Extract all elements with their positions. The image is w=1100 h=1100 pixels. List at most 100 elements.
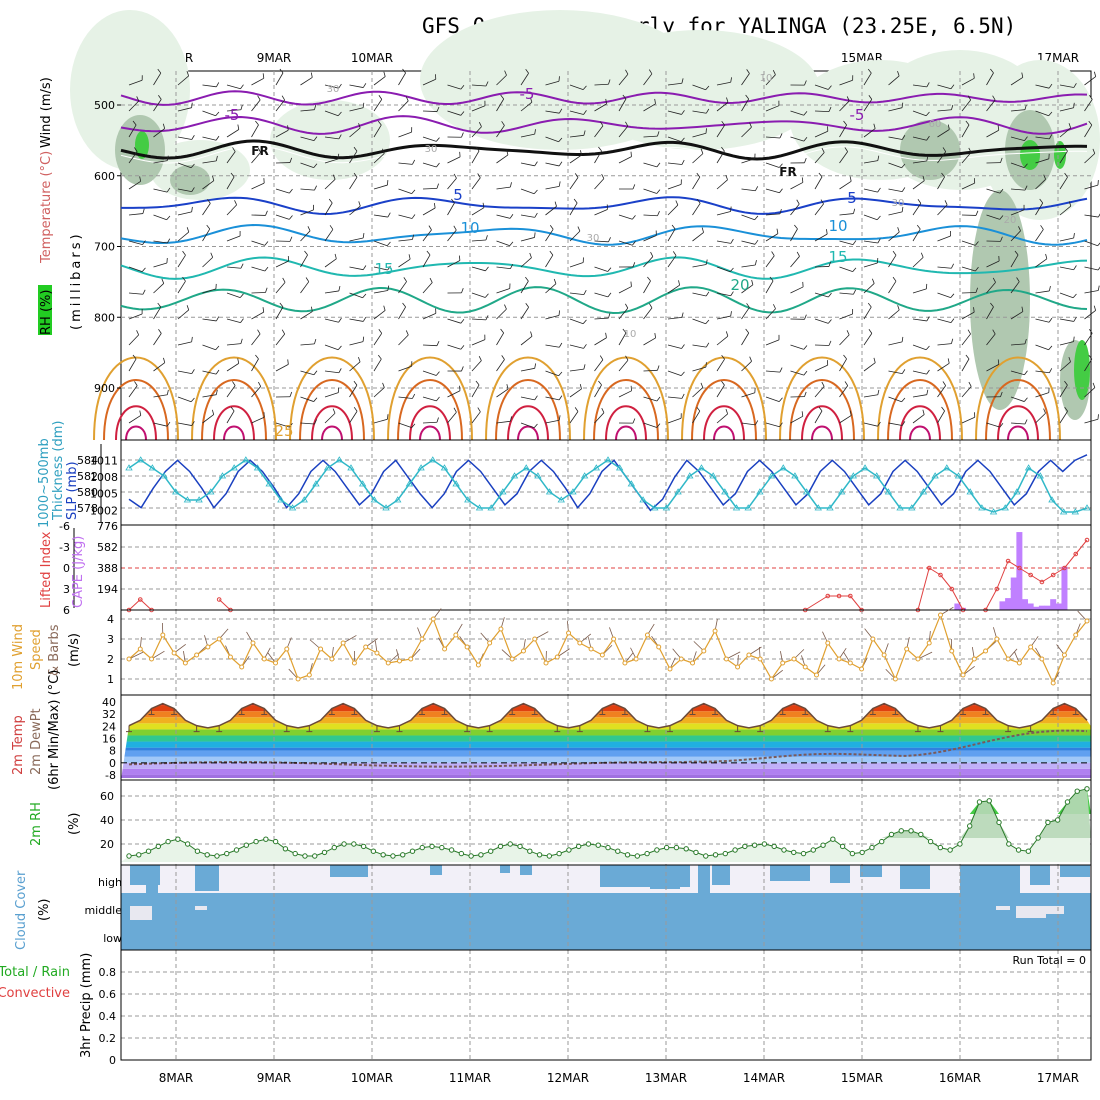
wind-barb-flag (191, 369, 195, 374)
wind-barb-flag (730, 291, 734, 296)
run-total-label: Run Total = 0 (1013, 954, 1087, 967)
wind-barb-flag (279, 302, 284, 308)
wind-barb-flag (281, 329, 286, 335)
wind-barb (447, 344, 461, 350)
wind-barb-flag (136, 96, 140, 102)
wind-barb (545, 344, 560, 348)
wind-barb (226, 84, 241, 90)
wind-speed-point (295, 676, 301, 682)
wind-barb (692, 366, 707, 372)
wind-barb-flag (382, 148, 385, 154)
rh-point (1035, 835, 1041, 841)
warm-contour (409, 405, 451, 441)
contour-label: 25 (274, 422, 293, 440)
cloud-mid-gap (195, 906, 207, 910)
wind-barb (153, 422, 168, 427)
warm-contour (899, 405, 941, 441)
wind-barb (1035, 370, 1050, 374)
wind-barb (545, 229, 554, 242)
thickness-tick-label: 582 (77, 470, 98, 483)
li-tick-label: -6 (59, 520, 70, 533)
contour-label: 60 (929, 119, 942, 130)
wind-barb (324, 229, 334, 242)
wind-barb (1084, 214, 1099, 218)
rh-point (321, 849, 328, 856)
wind-barb (569, 84, 584, 91)
wind-barb (398, 306, 406, 320)
wind-barb (986, 333, 996, 346)
wind-barb-flag (485, 235, 488, 241)
thickness-label: Thickness (dm) (51, 421, 66, 521)
wind-barb-flag (435, 371, 440, 376)
thickness-point (744, 504, 752, 511)
wind-barb-flag (922, 175, 925, 181)
temp-tick-label: 16 (102, 733, 116, 746)
wind-barb-flag (525, 276, 529, 282)
rh-point (448, 847, 455, 853)
wind-barb-flag (920, 252, 924, 258)
wind-barb-flag (453, 407, 457, 413)
wind-barb-flag (608, 313, 611, 319)
wind-barb (398, 214, 413, 219)
wind-barb (839, 151, 848, 164)
wind-barb-flag (534, 395, 538, 401)
wind-speed-point (915, 656, 921, 662)
wind-barb (937, 151, 947, 164)
wind-barb (447, 202, 455, 216)
warm-contour (299, 379, 365, 441)
wind-barb-flag (485, 315, 489, 321)
wind-speed-point (678, 656, 684, 662)
wind-barb (251, 333, 261, 346)
wind-barb (1035, 412, 1046, 424)
wind-barb-flag (411, 423, 416, 428)
wind-barb (863, 160, 878, 164)
wind-barb-flag (901, 397, 906, 403)
wind-barb (643, 256, 654, 268)
wind-barb-flag (289, 391, 293, 397)
wind-barb (839, 79, 853, 86)
warm-contour (93, 356, 179, 441)
wind-barb (912, 110, 927, 117)
warm-contour (593, 379, 659, 441)
rh-point (888, 831, 895, 838)
rh-point (184, 841, 191, 847)
wind-barb-flag (386, 241, 391, 247)
li-line (917, 567, 930, 611)
wind-speed-point (1016, 660, 1022, 666)
rh-point (458, 850, 465, 857)
minmax-marker (193, 725, 200, 733)
wind-barb (765, 280, 774, 294)
wind-barb-flag (1068, 123, 1072, 129)
wind-barb (1035, 344, 1049, 351)
wind-barb-flag (157, 68, 162, 74)
rh-point (595, 842, 601, 848)
wind-barb-flag (378, 95, 383, 100)
wind-barb (741, 422, 756, 426)
wind-barb-flag (779, 209, 782, 215)
minmax-marker (1005, 725, 1012, 733)
rh-point (644, 850, 650, 857)
wind-barb (349, 107, 364, 112)
wind-barb-flag (818, 406, 823, 412)
wind-barb-flag (852, 267, 857, 272)
wind-barb-flag (951, 104, 954, 110)
wind-barb (667, 317, 682, 320)
wind-barb-flag (745, 328, 750, 334)
thickness-point (978, 504, 986, 511)
wind-barb-flag (965, 120, 970, 126)
thickness-point (802, 488, 811, 495)
wind-barb-flag (313, 370, 318, 375)
contour-label: -5 (225, 106, 240, 124)
wind-barb-flag (1068, 356, 1071, 362)
wind-barb-flag (1040, 225, 1044, 230)
wind-barb (226, 235, 241, 242)
rh-point (566, 847, 572, 853)
wind-barb-flag (681, 110, 685, 115)
rh-point (947, 847, 953, 853)
wind-speed-point (227, 654, 233, 660)
bottom-date-label: 10MAR (351, 1071, 393, 1085)
thickness-point (931, 472, 939, 479)
wind-barb-flag (216, 316, 220, 322)
thickness-point (207, 488, 215, 495)
cape-bar (954, 603, 961, 610)
